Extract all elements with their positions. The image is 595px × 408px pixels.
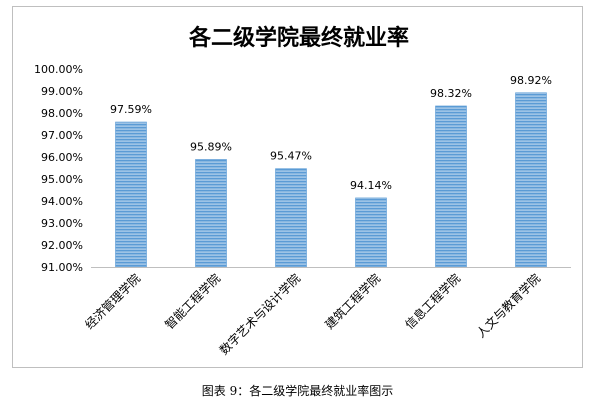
bar	[515, 92, 547, 268]
bar-value-label: 97.59%	[110, 103, 152, 116]
x-tick-label: 经济管理学院	[82, 271, 144, 333]
bar-chart: 各二级学院最终就业率 91.00% 92.00% 93.00% 94.00% 95.00…	[34, 25, 571, 358]
chart-frame: 各二级学院最终就业率 91.00% 92.00% 93.00% 94.00% 95.00…	[12, 6, 583, 368]
y-tick-label: 98.00%	[41, 107, 83, 120]
bar-value-label: 98.32%	[430, 87, 472, 100]
bar	[115, 121, 147, 268]
y-tick-label: 93.00%	[41, 217, 83, 230]
y-tick-label: 99.00%	[41, 85, 83, 98]
bar	[195, 159, 227, 268]
y-tick-label: 97.00%	[41, 129, 83, 142]
figure-caption: 图表 9：各二级学院最终就业率图示	[201, 384, 394, 398]
x-tick-label: 信息工程学院	[402, 271, 464, 333]
x-tick-label: 数字艺术与设计学院	[216, 271, 303, 358]
y-tick-label: 94.00%	[41, 195, 83, 208]
chart-title: 各二级学院最终就业率	[188, 25, 409, 51]
x-tick-label: 智能工程学院	[162, 271, 224, 333]
bar-value-label: 94.14%	[350, 179, 392, 192]
y-tick-label: 91.00%	[41, 261, 83, 274]
bar	[275, 168, 307, 268]
bar	[355, 197, 387, 268]
y-tick-label: 100.00%	[34, 63, 83, 76]
y-tick-label: 92.00%	[41, 239, 83, 252]
bar	[435, 105, 467, 268]
bar-value-label: 95.47%	[270, 150, 312, 163]
bar-value-label: 98.92%	[510, 74, 552, 87]
x-tick-label: 建筑工程学院	[322, 271, 384, 333]
y-tick-label: 96.00%	[41, 151, 83, 164]
bar-value-label: 95.89%	[190, 140, 232, 153]
x-tick-label: 人文与教育学院	[473, 271, 543, 341]
y-tick-label: 95.00%	[41, 173, 83, 186]
